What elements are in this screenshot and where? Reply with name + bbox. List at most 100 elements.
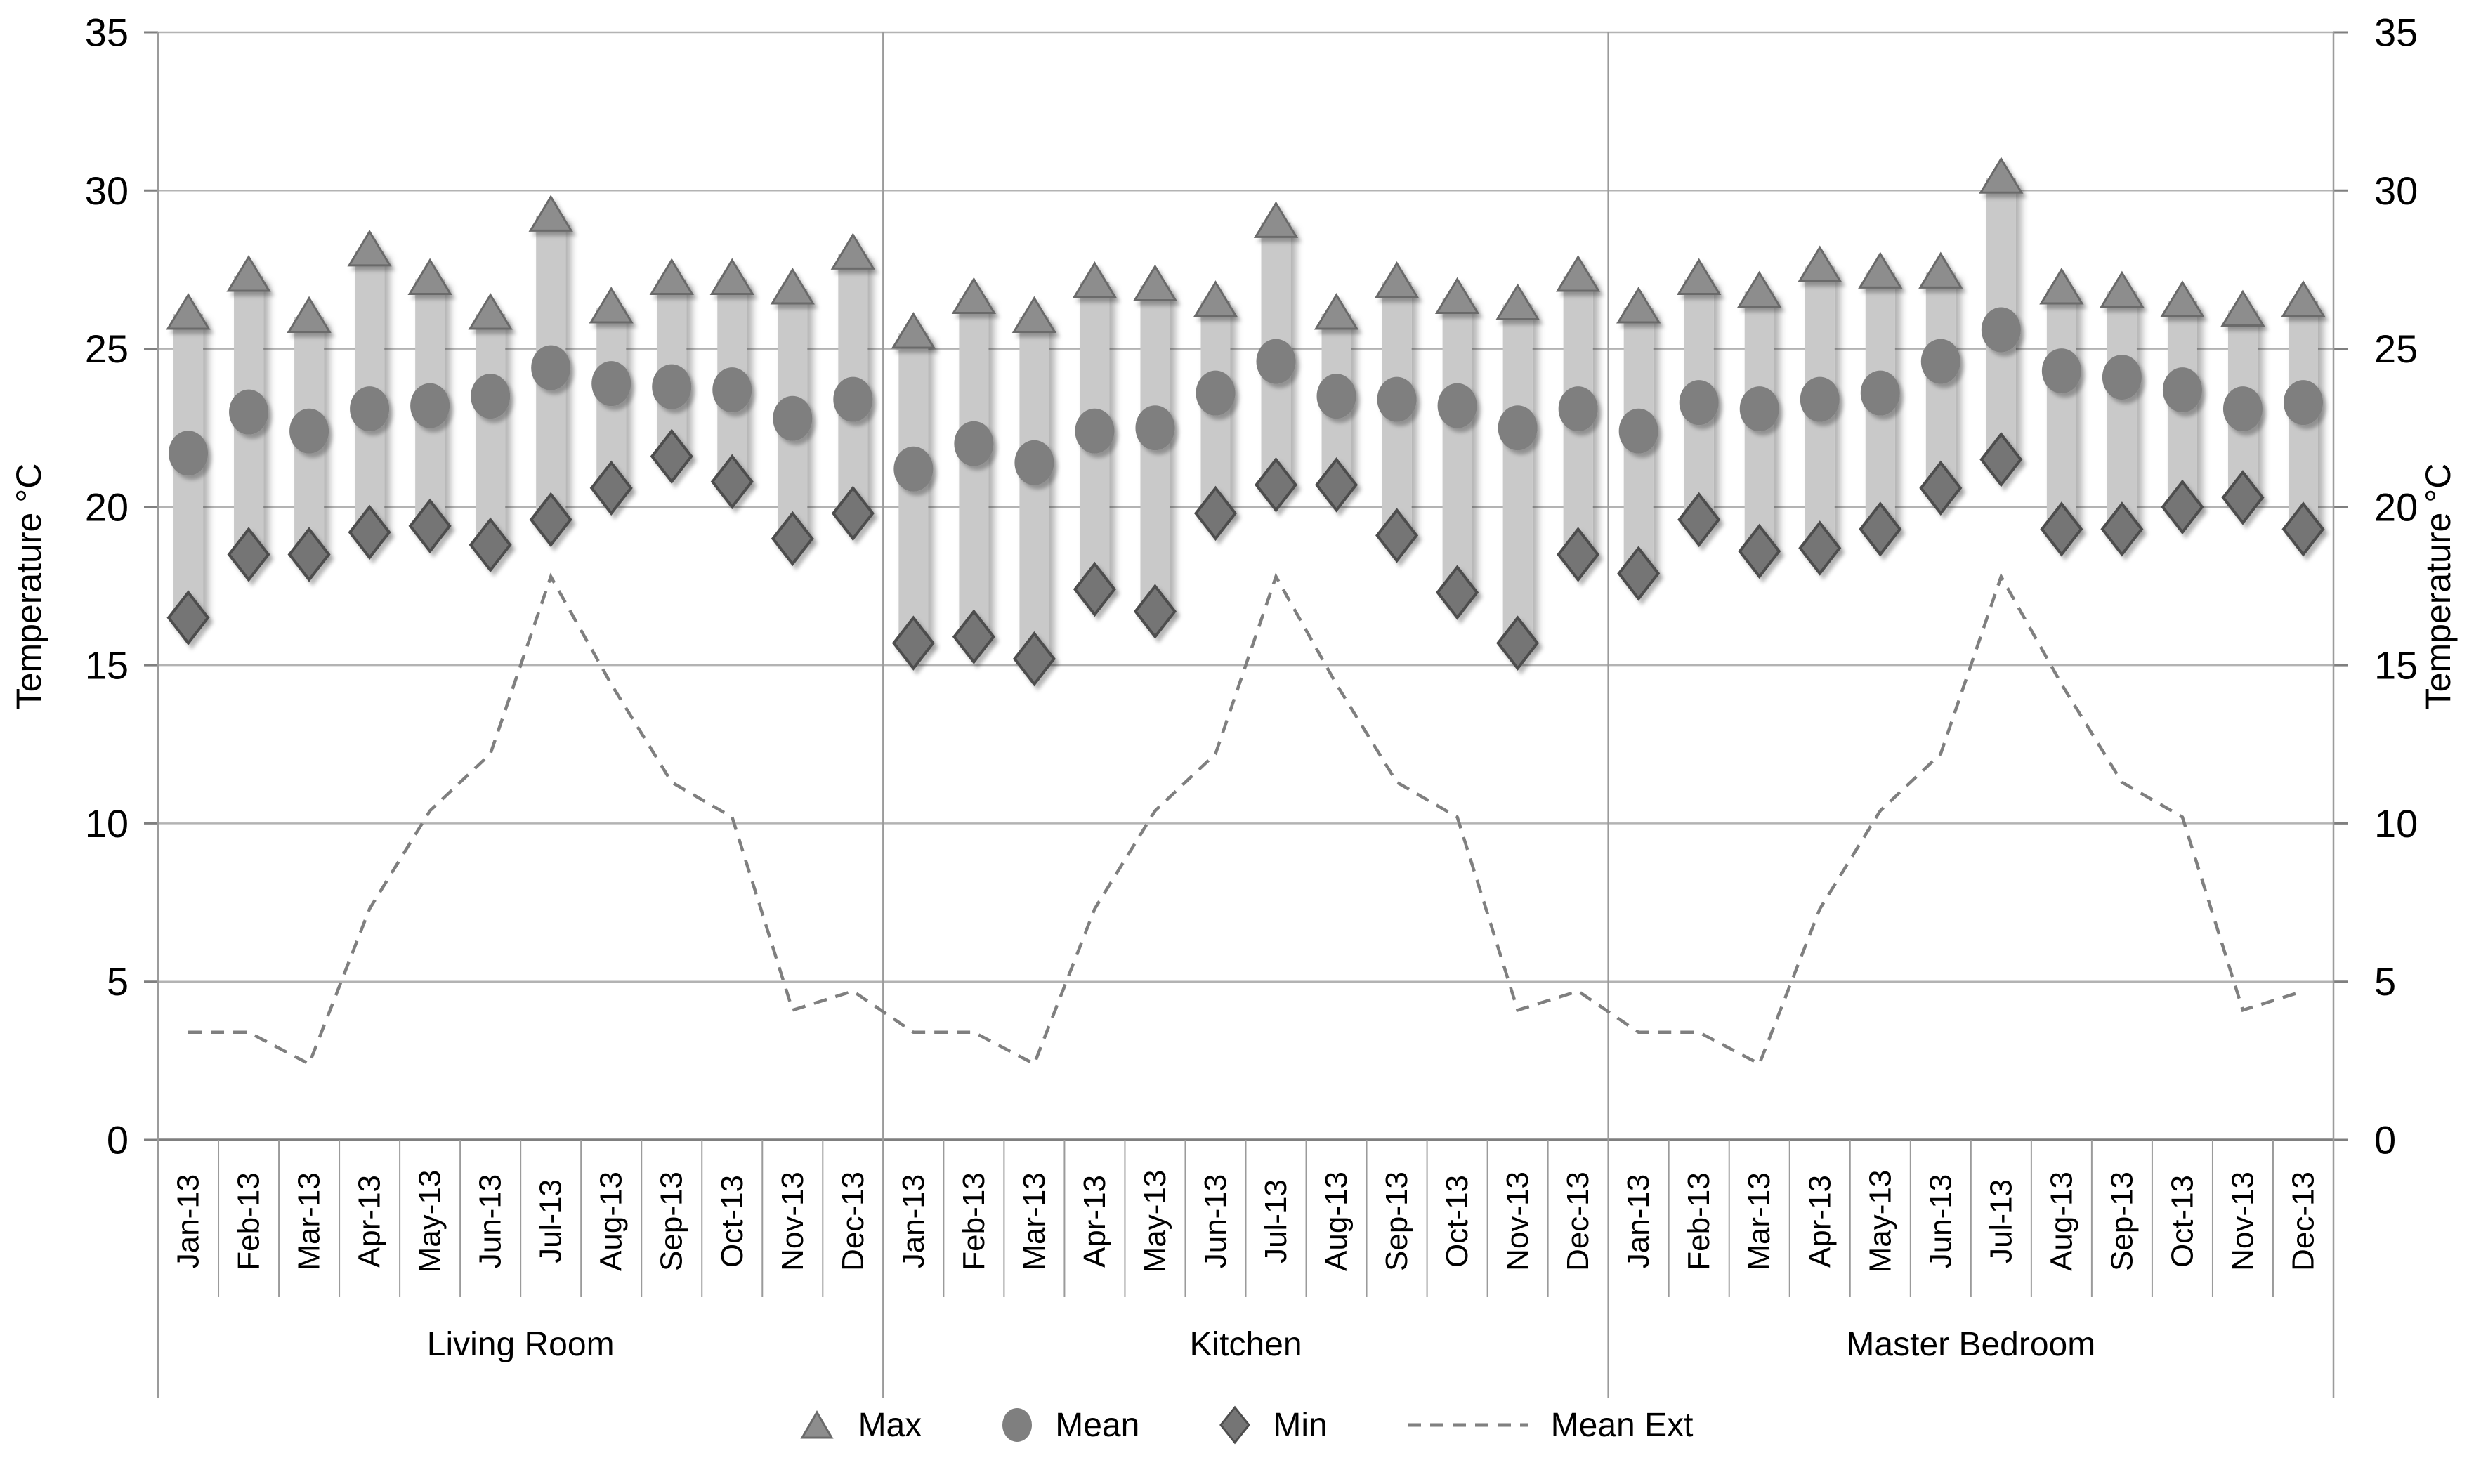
month-label: Apr-13 — [353, 1175, 387, 1268]
min-marker — [952, 609, 995, 664]
y-tick-label-right: 20 — [2374, 485, 2418, 529]
month-label: Jun-13 — [473, 1174, 508, 1269]
y-tick-label-right: 10 — [2374, 801, 2418, 846]
mean-marker — [1135, 405, 1175, 451]
max-marker — [166, 293, 211, 330]
mean-marker — [1739, 386, 1779, 432]
month-label: Apr-13 — [1078, 1175, 1112, 1268]
month-label: Jan-13 — [896, 1174, 931, 1269]
max-marker — [287, 296, 332, 334]
min-marker — [529, 492, 572, 548]
mean-marker — [2222, 386, 2263, 432]
dashed-line-icon — [1407, 1423, 1528, 1427]
y-tick-label-left: 0 — [107, 1118, 129, 1162]
month-label: Mar-13 — [1742, 1172, 1776, 1270]
y-tick-label-right: 35 — [2374, 11, 2418, 55]
month-label: Jan-13 — [171, 1174, 206, 1269]
mean-marker — [1860, 370, 1900, 416]
min-marker — [1677, 492, 1721, 548]
min-marker — [589, 460, 633, 516]
min-marker — [1133, 584, 1177, 639]
max-marker — [1737, 270, 1782, 308]
min-marker — [1375, 508, 1419, 563]
month-label: Dec-13 — [1561, 1171, 1595, 1271]
month-label: May-13 — [1138, 1170, 1172, 1273]
max-marker — [1434, 277, 1480, 314]
legend-label-max: Max — [858, 1406, 922, 1444]
min-marker — [2161, 479, 2204, 535]
mean-marker — [229, 389, 269, 435]
month-label: Nov-13 — [2225, 1171, 2260, 1271]
max-marker — [951, 277, 997, 314]
mean-ext-line — [188, 572, 2304, 1067]
max-marker — [1555, 255, 1601, 292]
max-marker — [1495, 283, 1540, 320]
month-label: Dec-13 — [836, 1171, 870, 1271]
month-label: Oct-13 — [1440, 1175, 1474, 1268]
min-marker — [1436, 565, 1479, 620]
min-marker — [1254, 457, 1298, 513]
max-marker — [528, 195, 573, 232]
max-marker — [347, 229, 392, 267]
max-marker — [1132, 264, 1178, 301]
min-marker — [1617, 546, 1661, 601]
y-tick-label-right: 0 — [2374, 1118, 2396, 1162]
mean-marker — [773, 395, 813, 441]
max-marker — [1979, 157, 2024, 194]
min-marker — [831, 485, 875, 541]
month-label: Apr-13 — [1802, 1175, 1837, 1268]
y-tick-label-right: 30 — [2374, 169, 2418, 213]
month-label: Jun-13 — [1923, 1174, 1958, 1269]
min-marker — [1859, 501, 1902, 557]
max-marker — [649, 258, 694, 295]
legend-label-mean: Mean — [1055, 1406, 1140, 1444]
mean-marker — [471, 374, 511, 419]
group-label: Master Bedroom — [1846, 1326, 2095, 1363]
month-label: Jul-13 — [534, 1179, 568, 1263]
min-marker — [2100, 501, 2144, 557]
y-tick-label-left: 5 — [107, 959, 129, 1004]
mean-marker — [833, 376, 873, 422]
month-label: Nov-13 — [1500, 1171, 1535, 1271]
min-marker — [1738, 523, 1781, 579]
mean-marker — [954, 421, 994, 466]
min-marker — [1073, 561, 1116, 617]
min-marker — [227, 527, 270, 582]
group-label: Kitchen — [1189, 1326, 1302, 1363]
legend-label-min: Min — [1273, 1406, 1328, 1444]
max-marker — [226, 255, 271, 292]
max-marker — [1858, 251, 1903, 289]
month-label: Mar-13 — [1017, 1172, 1052, 1270]
mean-marker — [1437, 383, 1477, 428]
legend-item-mean-ext: Mean Ext — [1405, 1406, 1694, 1445]
month-label: Sep-13 — [655, 1171, 689, 1271]
min-marker — [1979, 432, 2023, 487]
y-tick-label-left: 35 — [85, 11, 129, 55]
y-tick-label-left: 25 — [85, 327, 129, 371]
legend-label-mean-ext: Mean Ext — [1550, 1406, 1694, 1444]
mean-marker — [169, 431, 209, 476]
min-marker — [408, 498, 452, 554]
min-marker — [1315, 457, 1358, 513]
month-label: Sep-13 — [1380, 1171, 1414, 1271]
month-label: Sep-13 — [2104, 1171, 2139, 1271]
min-marker — [1193, 485, 1238, 541]
legend-item-max: Max — [795, 1406, 922, 1445]
mean-marker — [1075, 408, 1115, 454]
min-marker — [1496, 615, 1540, 671]
min-marker — [287, 527, 331, 582]
max-marker — [1072, 261, 1118, 298]
circle-icon — [1002, 1408, 1033, 1442]
mean-marker — [350, 386, 390, 432]
mean-marker — [1920, 339, 1960, 384]
mean-marker — [2102, 355, 2142, 400]
min-marker — [891, 615, 935, 671]
month-label: May-13 — [1863, 1170, 1897, 1273]
min-marker — [1919, 460, 1963, 516]
min-marker — [166, 590, 210, 645]
month-label: Dec-13 — [2286, 1171, 2320, 1271]
month-label: Jun-13 — [1198, 1174, 1233, 1269]
mean-marker — [1256, 339, 1296, 384]
temp-range-bar — [1502, 304, 1533, 643]
